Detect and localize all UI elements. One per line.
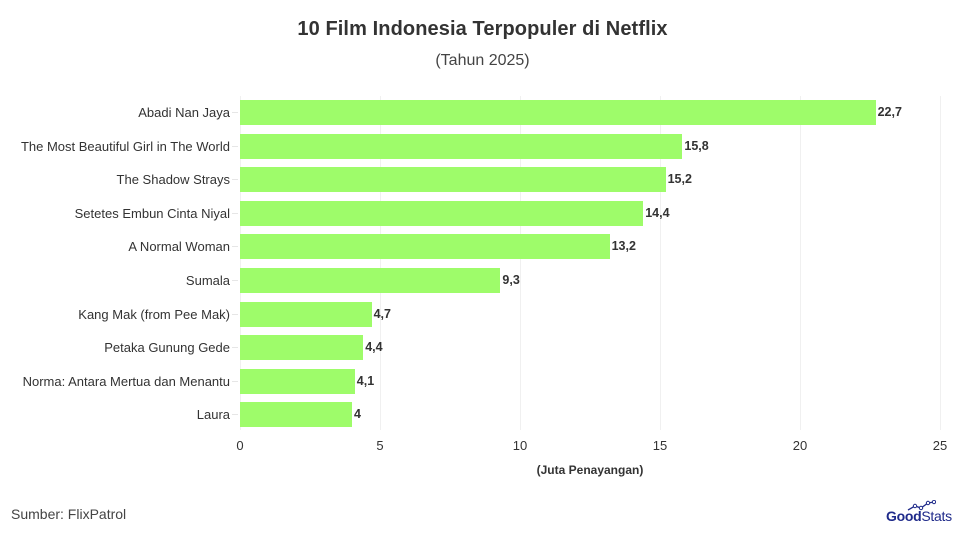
bar[interactable] xyxy=(240,167,666,193)
bar-row: The Most Beautiful Girl in The World 15,8 xyxy=(0,133,965,159)
source-note: Sumber: FlixPatrol xyxy=(11,506,127,522)
value-label: 9,3 xyxy=(502,273,520,287)
x-axis-tick-label: 10 xyxy=(512,438,528,453)
x-axis-tick-label: 0 xyxy=(236,438,244,453)
category-label: Abadi Nan Jaya xyxy=(138,105,230,120)
goodstats-logo: GoodStats xyxy=(884,500,960,526)
x-axis-tick-label: 5 xyxy=(376,438,384,453)
y-axis-tick-mark xyxy=(232,145,238,147)
category-label: The Most Beautiful Girl in The World xyxy=(20,138,230,154)
category-label: The Shadow Strays xyxy=(116,172,230,188)
chart-title: 10 Film Indonesia Terpopuler di Netflix xyxy=(297,18,668,40)
bar[interactable] xyxy=(240,133,683,159)
y-axis-tick-mark xyxy=(232,280,238,281)
y-axis-tick-mark xyxy=(232,414,238,416)
gridline xyxy=(800,96,801,430)
bar-row: Laura 4 xyxy=(0,402,965,428)
gridline xyxy=(940,96,941,430)
category-label: Petaka Gunung Gede xyxy=(104,340,230,356)
bar-row: Kang Mak (from Pee Mak) 4,7 xyxy=(0,301,965,327)
y-axis-tick-mark xyxy=(232,179,238,181)
bar[interactable] xyxy=(240,234,610,260)
bar[interactable] xyxy=(240,200,644,226)
logo-text: GoodStats xyxy=(886,508,952,524)
value-label: 15,2 xyxy=(667,172,692,187)
x-axis-tick-label: 20 xyxy=(792,438,808,453)
bar[interactable] xyxy=(240,100,876,125)
y-axis-tick-mark xyxy=(232,313,238,315)
category-label: Laura xyxy=(196,407,230,423)
gridline xyxy=(380,96,381,430)
chart-subtitle: (Tahun 2025) xyxy=(435,52,530,69)
gridline xyxy=(240,96,241,430)
value-label: 22,7 xyxy=(877,105,902,119)
y-axis-tick-mark xyxy=(232,380,238,382)
value-label: 14,4 xyxy=(645,205,670,220)
y-axis-tick-mark xyxy=(232,347,238,349)
trend-line-icon xyxy=(907,500,936,511)
bar[interactable] xyxy=(240,335,364,361)
bar[interactable] xyxy=(240,301,372,327)
bar[interactable] xyxy=(240,402,352,428)
gridline xyxy=(520,96,521,430)
value-label: 15,8 xyxy=(684,138,709,153)
value-label: 4,7 xyxy=(373,306,391,321)
bar[interactable] xyxy=(240,368,355,394)
value-label: 4,1 xyxy=(356,373,375,388)
value-label: 4 xyxy=(354,407,361,422)
bar-row: A Normal Woman 13,2 xyxy=(0,234,965,260)
y-axis-tick-mark xyxy=(232,112,238,113)
category-label: Norma: Antara Mertua dan Menantu xyxy=(22,373,230,389)
value-label: 13,2 xyxy=(611,239,636,254)
logo-text-good: Good xyxy=(886,508,922,524)
gridline xyxy=(660,96,661,430)
bar-row: Sumala 9,3 xyxy=(0,268,965,293)
x-axis-tick-label: 25 xyxy=(932,438,948,453)
value-label: 4,4 xyxy=(365,340,383,355)
logo-text-stats: Stats xyxy=(921,508,952,524)
bar-row: Setetes Embun Cinta Niyal 14,4 xyxy=(0,200,965,226)
bar-row: The Shadow Strays 15,2 xyxy=(0,167,965,193)
y-axis-tick-mark xyxy=(232,246,238,248)
category-label: Kang Mak (from Pee Mak) xyxy=(78,306,230,322)
bar-row: Abadi Nan Jaya 22,7 xyxy=(0,100,965,125)
category-label: A Normal Woman xyxy=(128,239,230,255)
bar[interactable] xyxy=(240,268,501,293)
y-axis-tick-mark xyxy=(232,212,238,214)
category-label: Sumala xyxy=(185,273,230,288)
bar-row: Petaka Gunung Gede 4,4 xyxy=(0,335,965,361)
x-axis-tick-label: 15 xyxy=(652,438,668,453)
x-axis-title: (Juta Penayangan) xyxy=(536,463,644,477)
bar-row: Norma: Antara Mertua dan Menantu 4,1 xyxy=(0,368,965,394)
category-label: Setetes Embun Cinta Niyal xyxy=(74,205,230,221)
